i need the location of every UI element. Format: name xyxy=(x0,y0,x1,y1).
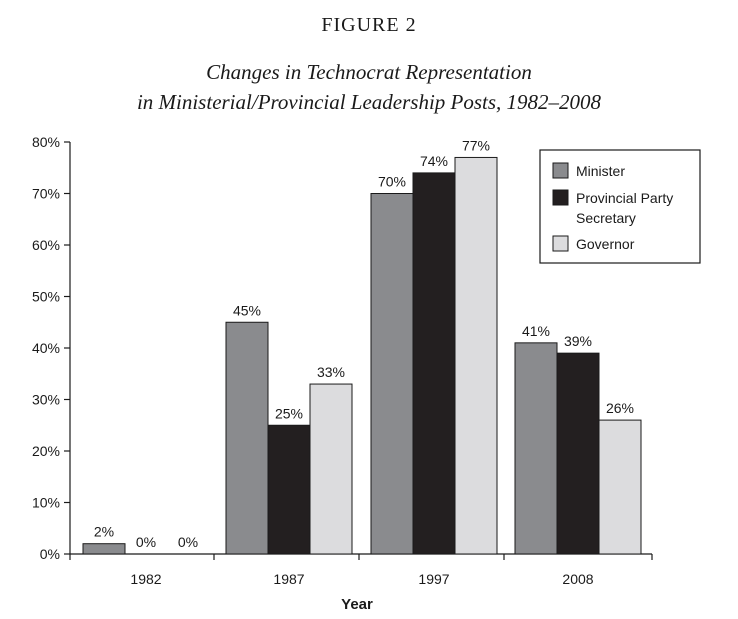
x-axis-title: Year xyxy=(341,596,373,613)
data-label: 0% xyxy=(178,534,198,550)
x-tick-label: 1997 xyxy=(418,571,449,587)
legend-swatch xyxy=(552,189,569,206)
y-tick-label: 30% xyxy=(32,392,60,408)
legend-label: Provincial Party xyxy=(576,190,673,206)
legend-label: Governor xyxy=(576,236,635,252)
bar xyxy=(454,156,498,555)
bar xyxy=(267,424,311,555)
data-label: 70% xyxy=(378,174,406,190)
y-tick-label: 20% xyxy=(32,443,60,459)
bar xyxy=(225,321,269,555)
bar xyxy=(82,543,126,555)
bar xyxy=(370,193,414,555)
legend-swatch xyxy=(552,235,569,252)
data-label: 77% xyxy=(462,137,490,153)
x-tick-label: 1982 xyxy=(130,571,161,587)
bar xyxy=(598,419,642,555)
bar xyxy=(556,352,600,555)
y-tick-label: 0% xyxy=(40,546,60,562)
bar xyxy=(309,383,353,555)
data-label: 2% xyxy=(94,524,114,540)
y-tick-label: 50% xyxy=(32,289,60,305)
data-label: 39% xyxy=(564,333,592,349)
bar-group xyxy=(82,156,642,555)
x-tick-label: 1987 xyxy=(273,571,304,587)
y-tick-label: 60% xyxy=(32,237,60,253)
data-label: 0% xyxy=(136,534,156,550)
figure-label: FIGURE 2 xyxy=(321,14,417,36)
chart-title-line-2: in Ministerial/Provincial Leadership Pos… xyxy=(136,90,602,114)
y-tick-label: 80% xyxy=(32,134,60,150)
data-label: 74% xyxy=(420,153,448,169)
chart-title-line-1: Changes in Technocrat Representation xyxy=(206,60,532,84)
data-label-group: 2% 45% 70% 41% 0% 25% 74% 39% 0% 33% 77% 26% xyxy=(94,137,634,550)
data-label: 45% xyxy=(233,302,261,318)
legend-label: Minister xyxy=(576,163,625,179)
y-axis: 0% 10% 20% 30% 40% 50% 60% 70% 80% xyxy=(32,134,71,562)
data-label: 26% xyxy=(606,400,634,416)
bar xyxy=(412,172,456,555)
legend-label: Secretary xyxy=(576,210,636,226)
bar xyxy=(514,342,558,555)
x-axis: 1982 1987 1997 2008 xyxy=(69,553,653,587)
data-label: 41% xyxy=(522,323,550,339)
y-tick-label: 10% xyxy=(32,495,60,511)
legend-swatch xyxy=(552,162,569,179)
data-label: 33% xyxy=(317,364,345,380)
y-tick-label: 70% xyxy=(32,186,60,202)
data-label: 25% xyxy=(275,405,303,421)
legend: Minister Provincial Party Secretary Governo… xyxy=(539,149,701,264)
x-tick-label: 2008 xyxy=(562,571,593,587)
y-tick-label: 40% xyxy=(32,340,60,356)
